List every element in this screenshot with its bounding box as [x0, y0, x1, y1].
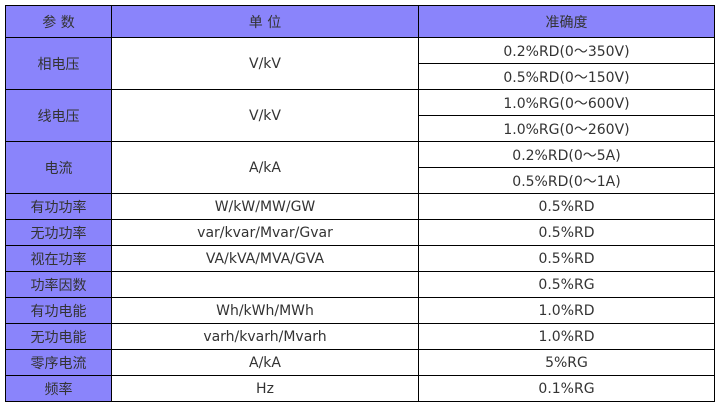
unit-cell: var/kvar/Mvar/Gvar — [111, 219, 419, 246]
unit-cell: V/kV — [111, 37, 419, 90]
accuracy-cell: 0.5%RG — [418, 271, 715, 298]
param-cell: 线电压 — [5, 89, 112, 142]
table-row: 无功电能 varh/kvarh/Mvarh 1.0%RD — [5, 323, 715, 350]
unit-cell: A/kA — [111, 141, 419, 194]
unit-cell: A/kA — [111, 349, 419, 376]
accuracy-cell: 0.2%RD(0～350V) — [418, 37, 715, 64]
table-row: 有功功率 W/kW/MW/GW 0.5%RD — [5, 193, 715, 220]
unit-cell: W/kW/MW/GW — [111, 193, 419, 220]
table-row: 线电压 V/kV 1.0%RG(0～600V) — [5, 89, 715, 142]
param-cell: 功率因数 — [5, 271, 112, 298]
table-row: 频率 Hz 0.1%RG — [5, 375, 715, 402]
accuracy-cell: 0.5%RD — [418, 193, 715, 220]
accuracy-cell: 0.2%RD(0～5A) — [418, 141, 715, 168]
unit-cell: Wh/kWh/MWh — [111, 297, 419, 324]
accuracy-cell: 1.0%RD — [418, 297, 715, 324]
accuracy-cell: 0.5%RD — [418, 245, 715, 272]
table-row: 1.0%RG(0～260V) — [6, 115, 715, 142]
accuracy-cell: 1.0%RD — [418, 323, 715, 350]
accuracy-cell: 1.0%RG(0～260V) — [418, 115, 715, 142]
accuracy-cell: 0.1%RG — [418, 375, 715, 402]
accuracy-cell: 1.0%RG(0～600V) — [418, 89, 715, 116]
unit-cell: varh/kvarh/Mvarh — [111, 323, 419, 350]
unit-cell: V/kV — [111, 89, 419, 142]
accuracy-cell: 0.5%RD — [418, 219, 715, 246]
param-cell: 电流 — [5, 141, 112, 194]
param-cell: 有功功率 — [5, 193, 112, 220]
table-row: 电流 A/kA 0.2%RD(0～5A) — [5, 141, 715, 194]
param-cell: 零序电流 — [5, 349, 112, 376]
param-cell: 有功电能 — [5, 297, 112, 324]
table-row: 0.5%RD(0～150V) — [6, 63, 715, 90]
unit-cell — [111, 271, 419, 298]
header-row: 参 数 单 位 准确度 — [5, 5, 715, 38]
table-row: 有功电能 Wh/kWh/MWh 1.0%RD — [5, 297, 715, 324]
header-param: 参 数 — [5, 5, 112, 38]
table-row: 功率因数 0.5%RG — [5, 271, 715, 298]
table-row: 相电压 V/kV 0.2%RD(0～350V) — [5, 37, 715, 90]
param-cell: 频率 — [5, 375, 112, 402]
header-unit: 单 位 — [111, 5, 419, 38]
accuracy-cell: 0.5%RD(0～150V) — [418, 63, 715, 90]
table-row: 视在功率 VA/kVA/MVA/GVA 0.5%RD — [5, 245, 715, 272]
unit-cell: Hz — [111, 375, 419, 402]
table-row: 零序电流 A/kA 5%RG — [5, 349, 715, 376]
param-cell: 无功电能 — [5, 323, 112, 350]
spec-table: 参 数 单 位 准确度 相电压 V/kV 0.2%RD(0～350V) 0.5%RD(… — [5, 5, 715, 402]
accuracy-cell: 0.5%RD(0～1A) — [418, 167, 715, 194]
table-row: 无功功率 var/kvar/Mvar/Gvar 0.5%RD — [5, 219, 715, 246]
param-cell: 相电压 — [5, 37, 112, 90]
header-accuracy: 准确度 — [418, 5, 715, 38]
accuracy-cell: 5%RG — [418, 349, 715, 376]
unit-cell: VA/kVA/MVA/GVA — [111, 245, 419, 272]
param-cell: 视在功率 — [5, 245, 112, 272]
param-cell: 无功功率 — [5, 219, 112, 246]
